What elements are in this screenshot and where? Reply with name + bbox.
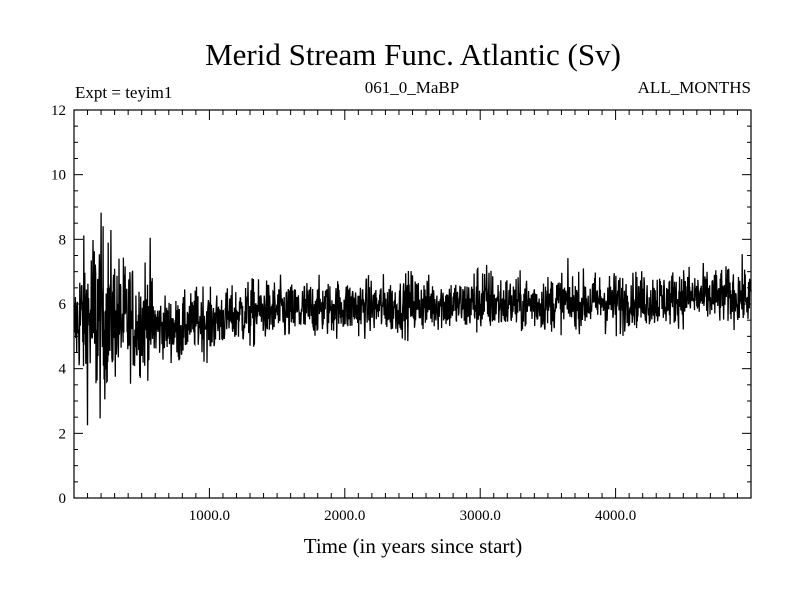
subtitle-left: Expt = teyim1 [75, 83, 172, 102]
ticks-layer: 0 2 4 6 8 10 12 1000.0 2000.0 3000.0 4000.0 [51, 103, 751, 524]
y-tick-label: 12 [51, 103, 66, 119]
y-tick-label: 4 [59, 362, 67, 378]
y-tick-label: 10 [51, 168, 66, 184]
chart-title: Merid Stream Func. Atlantic (Sv) [205, 37, 621, 72]
y-tick-label: 2 [59, 426, 67, 442]
y-tick-label: 6 [59, 297, 67, 313]
subtitle-right: ALL_MONTHS [638, 78, 751, 97]
x-tick-label: 2000.0 [324, 508, 365, 524]
series-layer [73, 212, 752, 426]
subtitle-center: 061_0_MaBP [365, 78, 459, 97]
x-axis-label: Time (in years since start) [304, 534, 523, 558]
x-tick-label: 4000.0 [595, 508, 636, 524]
x-tick-label: 3000.0 [460, 508, 501, 524]
y-tick-label: 0 [59, 491, 67, 507]
plot-area: 0 2 4 6 8 10 12 1000.0 2000.0 3000.0 4000.0 [51, 103, 752, 524]
y-tick-label: 8 [59, 232, 67, 248]
x-tick-label: 1000.0 [189, 508, 230, 524]
series-line [73, 212, 752, 426]
